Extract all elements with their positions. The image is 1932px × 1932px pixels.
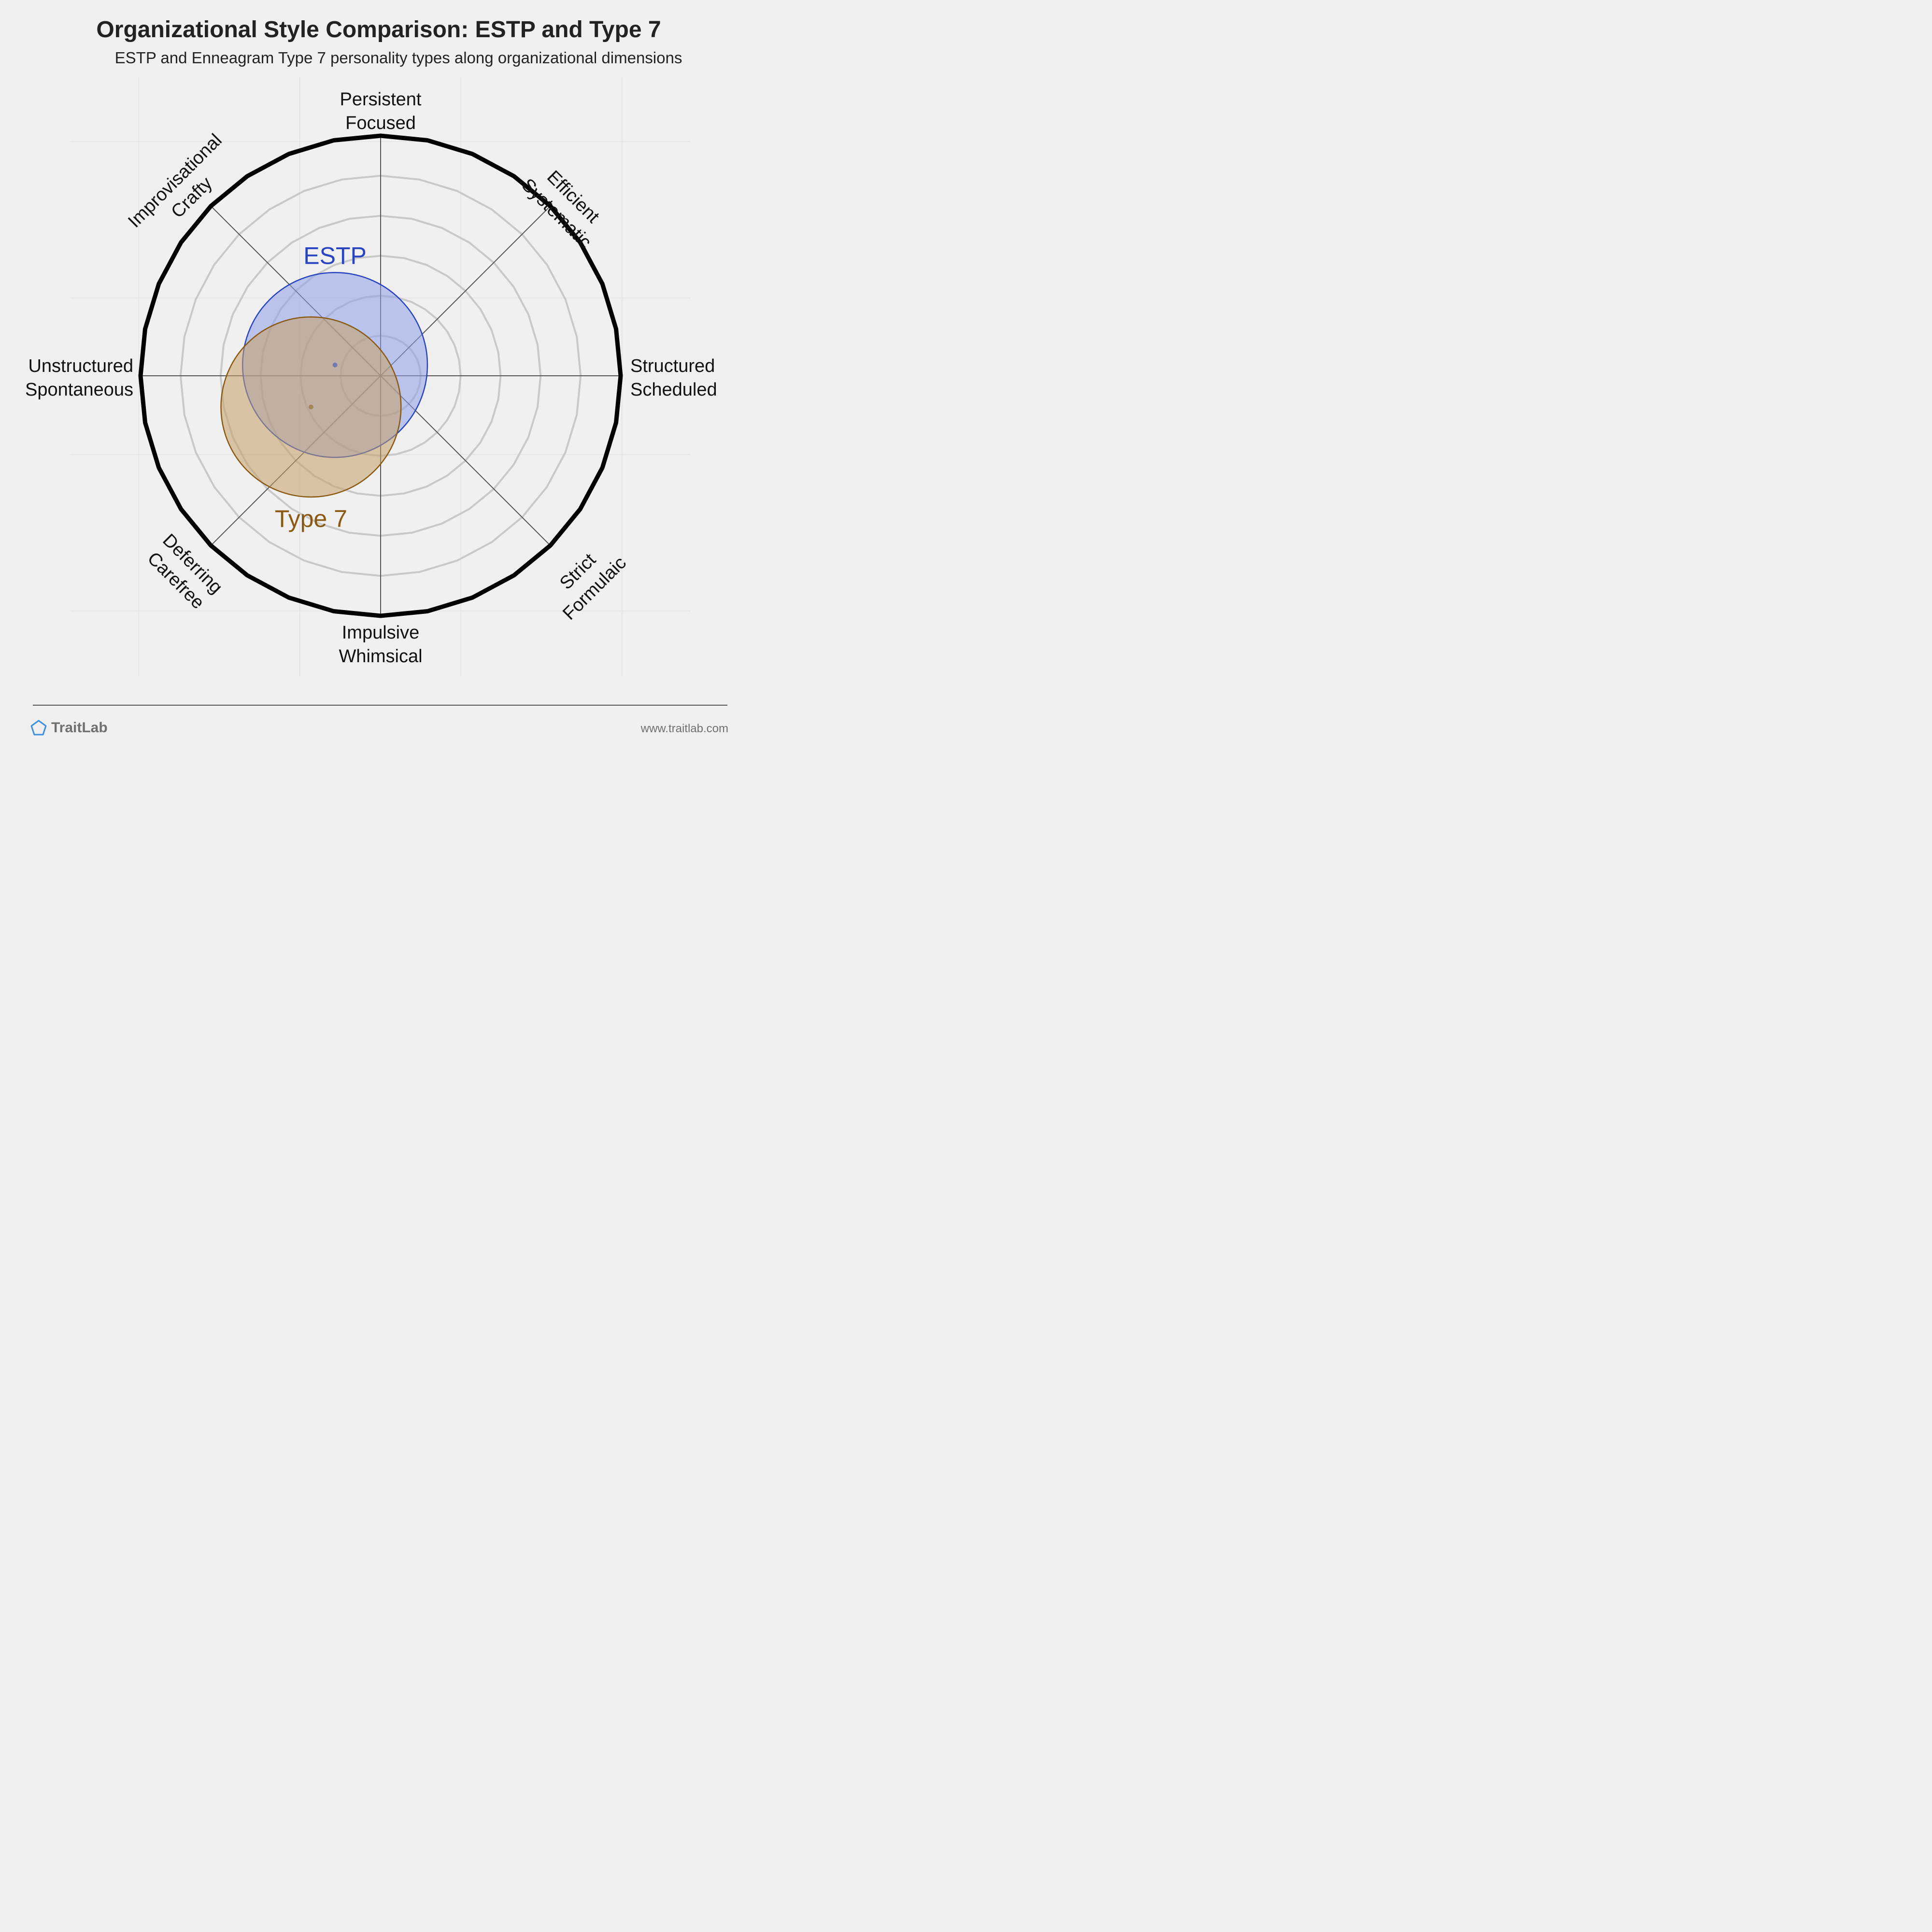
series-label: ESTP	[303, 242, 367, 269]
axis-label: EfficientSystematic	[517, 158, 612, 253]
axis-label-line: Spontaneous	[25, 380, 133, 400]
axis-label-line: Unstructured	[28, 356, 133, 376]
axis-label: Impulsive Whimsical	[339, 623, 422, 667]
pentagon-icon	[30, 720, 47, 736]
axis-label-line: Focused	[345, 113, 416, 133]
chart-title: Organizational Style Comparison: ESTP an…	[96, 17, 661, 43]
site-url[interactable]: www.traitlab.com	[640, 722, 728, 735]
chart-subtitle: ESTP and Enneagram Type 7 personality ty…	[114, 49, 682, 67]
axis-label: Structured Scheduled	[630, 356, 717, 400]
axis-label: Unstructured Spontaneous	[25, 356, 133, 400]
axis-label: Persistent Focused	[340, 89, 422, 133]
chart-figure: ESTP Type 7 Persistent Focused EfficientSyst…	[0, 0, 757, 757]
series-point	[332, 362, 338, 368]
axis-label-line: Improvisational	[124, 130, 226, 231]
axis-label: ImprovisationalCrafty	[124, 130, 242, 248]
series-label: Type 7	[275, 505, 347, 532]
brand-name: TraitLab	[51, 720, 108, 736]
axis-label-line: Persistent	[340, 89, 422, 110]
brand-logo[interactable]: TraitLab	[30, 719, 108, 737]
footer-divider	[33, 705, 727, 706]
outer-ring	[138, 133, 623, 618]
axis-label-line: Whimsical	[339, 646, 422, 667]
radial-chart: ESTP Type 7 Persistent Focused EfficientSyst…	[25, 77, 717, 676]
series-point	[308, 404, 313, 410]
axis-label-line: Impulsive	[342, 623, 420, 643]
axis-label-line: Structured	[630, 356, 715, 376]
axis-label-line: Scheduled	[630, 380, 717, 400]
